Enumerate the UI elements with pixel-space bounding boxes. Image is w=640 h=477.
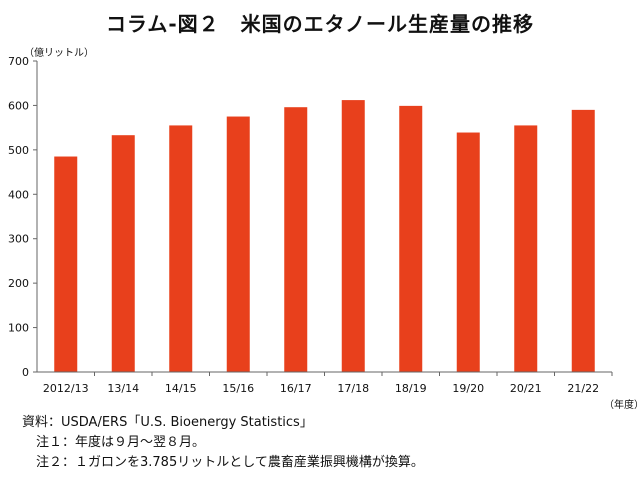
x-tick-label: 17/18 [337,382,369,395]
x-tick-label: 15/16 [222,382,254,395]
y-tick-label: 0 [22,366,29,379]
y-tick-label: 400 [8,188,29,201]
y-tick-label: 300 [8,233,29,246]
x-tick-label: 19/20 [452,382,484,395]
x-axis-ticks: 2012/13 13/14 14/15 15/16 16/17 17/18 18/19 19/… [43,372,613,395]
x-tick-label: 20/21 [510,382,542,395]
bar-chart: 0 100 200 300 400 500 600 700 2012/13 13/14 14/15… [8,55,613,395]
x-tick-label: 16/17 [280,382,312,395]
bar-14-15 [169,125,193,373]
x-tick-label: 18/19 [395,382,427,395]
bar-16-17 [284,107,308,372]
x-tick-label: 2012/13 [43,382,89,395]
note-1: 注１：年度は９月～翌８月。 [36,435,206,450]
x-tick-label: 21/22 [567,382,599,395]
bars [54,100,595,373]
y-tick-label: 700 [8,55,29,68]
y-axis-unit-label: （億リットル） [24,48,94,59]
chart-notes: 資料：USDA/ERS「U.S. Bioenergy Statistics」 注… [22,413,424,473]
source-note: 資料：USDA/ERS「U.S. Bioenergy Statistics」 [22,415,313,430]
bar-20-21 [514,125,538,373]
bar-21-22 [571,109,595,372]
bar-19-20 [456,132,480,372]
chart-title: コラム-図２ 米国のエタノール生産量の推移 [105,12,535,36]
note-2: 注２：１ガロンを3.785リットルとして農畜産業振興機構が換算。 [36,455,424,470]
y-tick-label: 100 [8,322,29,335]
x-axis-unit-label: （年度） [604,400,640,411]
bar-2012-13 [54,156,78,372]
bar-18-19 [399,105,423,372]
x-tick-label: 14/15 [165,382,197,395]
bar-17-18 [341,100,365,373]
y-axis-ticks: 0 100 200 300 400 500 600 700 [8,55,37,379]
bar-13-14 [111,135,135,372]
x-tick-label: 13/14 [107,382,139,395]
y-tick-label: 500 [8,144,29,157]
bar-15-16 [226,116,250,373]
y-tick-label: 200 [8,277,29,290]
y-tick-label: 600 [8,99,29,112]
